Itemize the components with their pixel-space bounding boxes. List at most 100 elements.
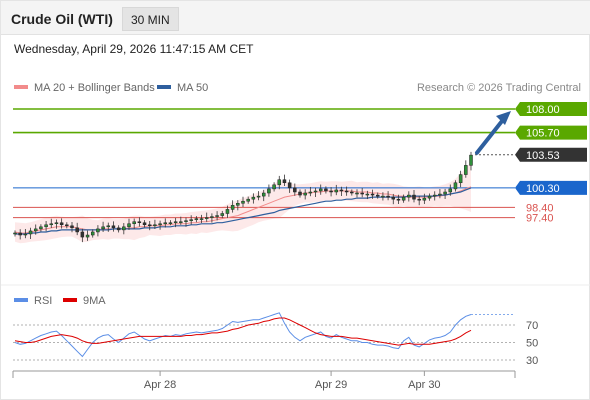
- candle-body: [101, 226, 105, 230]
- candle-body: [329, 190, 333, 193]
- candle-body: [75, 227, 79, 233]
- candle-body: [443, 191, 447, 195]
- candle-body: [324, 188, 328, 192]
- candle: [158, 220, 162, 230]
- candle-body: [391, 196, 396, 200]
- timeframe-badge[interactable]: 30 MIN: [122, 7, 179, 31]
- candle-body: [179, 221, 183, 223]
- candle: [220, 210, 225, 219]
- forecast-arrowhead: [496, 111, 511, 125]
- candle: [54, 219, 59, 229]
- candle: [443, 188, 447, 200]
- candle: [298, 189, 302, 198]
- candle: [318, 184, 323, 195]
- candle-body: [111, 225, 116, 229]
- candle: [334, 184, 339, 196]
- candle: [122, 223, 126, 235]
- candle: [464, 160, 468, 178]
- candle: [184, 217, 188, 227]
- candle-body: [142, 222, 147, 226]
- candle: [236, 200, 240, 211]
- candle: [39, 224, 43, 232]
- candle: [28, 227, 33, 240]
- level-label-103.53: 103.53: [526, 150, 560, 162]
- candle-body: [80, 231, 85, 238]
- legend-swatch: [157, 85, 171, 89]
- candle: [70, 222, 74, 233]
- candle: [241, 196, 245, 208]
- candle-body: [59, 222, 64, 226]
- candle-body: [54, 222, 59, 225]
- instrument-title: Crude Oil (WTI): [11, 11, 113, 27]
- rsi-ma9-line: [14, 317, 472, 346]
- candle: [215, 211, 219, 221]
- candle-body: [96, 228, 100, 233]
- candle: [287, 179, 292, 193]
- candle: [308, 186, 313, 197]
- candle: [106, 222, 111, 232]
- candle: [127, 218, 131, 231]
- rsi-tick-label: 70: [526, 320, 538, 332]
- candle-body: [464, 165, 468, 175]
- candle: [204, 212, 209, 222]
- rsi-legend-label: 9MA: [83, 295, 106, 307]
- legend-label: MA 20 + Bollinger Bands: [34, 82, 155, 94]
- candle-body: [33, 228, 38, 232]
- candle-body: [417, 198, 421, 201]
- candle-body: [453, 182, 458, 190]
- candle: [324, 186, 328, 194]
- candle-body: [277, 179, 282, 186]
- candle: [350, 189, 354, 196]
- candle-body: [163, 222, 168, 225]
- candle-body: [204, 217, 209, 219]
- candle: [147, 220, 152, 231]
- candle: [85, 230, 90, 241]
- price-legend: MA 20 + Bollinger Bands MA 50 Research © 2…: [14, 82, 581, 94]
- candle: [453, 180, 458, 192]
- candle-body: [375, 194, 380, 197]
- candle-body: [173, 221, 178, 223]
- candle: [277, 175, 282, 190]
- candle-body: [106, 225, 111, 228]
- candle-body: [313, 190, 318, 193]
- candle-body: [293, 187, 297, 193]
- candle-body: [127, 223, 131, 228]
- level-label-108.00: 108.00: [526, 104, 560, 116]
- candle-body: [132, 221, 136, 225]
- candle: [293, 183, 297, 196]
- candle: [386, 191, 390, 201]
- candle: [90, 229, 95, 238]
- candle-body: [246, 198, 250, 202]
- candle-body: [272, 184, 276, 190]
- level-tag-105.70: [515, 125, 587, 140]
- candle-body: [370, 193, 375, 196]
- candle-body: [230, 205, 235, 210]
- candle-body: [194, 218, 199, 220]
- candle: [153, 219, 157, 229]
- candle-body: [90, 231, 95, 236]
- level-tag-103.53: [515, 147, 587, 162]
- candle-body: [308, 191, 313, 194]
- candle: [111, 221, 116, 232]
- x-tick-label: Apr 28: [144, 379, 176, 391]
- candle: [370, 189, 375, 199]
- candle-body: [287, 182, 292, 189]
- rsi-legend-swatch: [63, 298, 77, 302]
- candle: [80, 228, 85, 243]
- forecast-arrow-shaft: [475, 114, 508, 155]
- candle-body: [350, 191, 354, 194]
- price-levels: [13, 108, 515, 219]
- moving-averages: [14, 186, 472, 235]
- research-credit: Research © 2026 Trading Central: [417, 82, 581, 94]
- chart-datetime: Wednesday, April 29, 2026 11:47:15 AM CE…: [14, 42, 254, 56]
- rsi-tick-label: 50: [526, 338, 538, 350]
- candle: [448, 184, 453, 196]
- candle-body: [137, 221, 142, 223]
- candle: [132, 218, 136, 229]
- candle-body: [65, 224, 69, 227]
- candle-body: [365, 193, 370, 196]
- candle: [272, 182, 276, 192]
- candle: [422, 193, 427, 204]
- candle: [189, 215, 193, 225]
